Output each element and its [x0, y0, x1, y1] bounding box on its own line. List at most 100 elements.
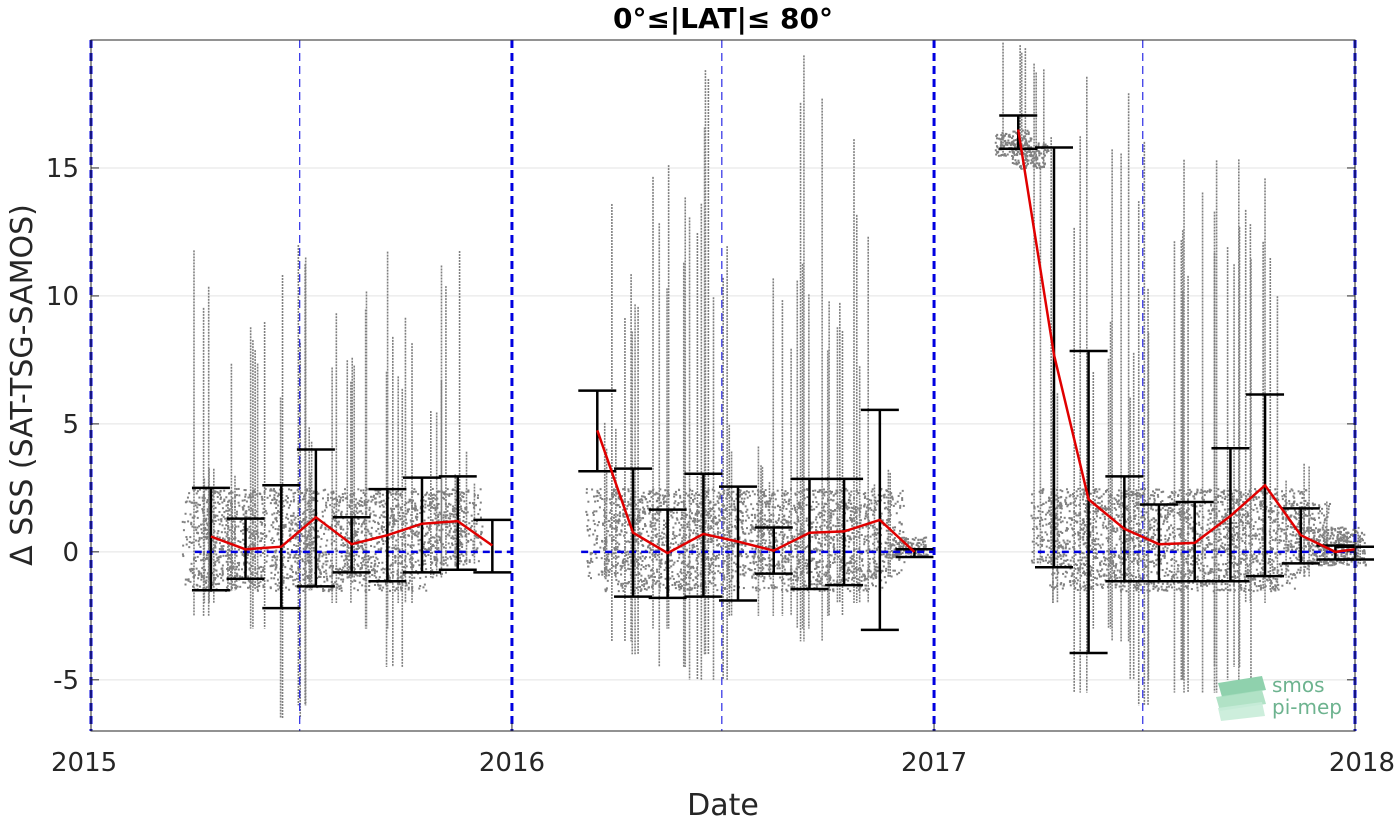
data-point [333, 497, 336, 500]
data-point [200, 576, 203, 579]
data-point [891, 556, 894, 559]
data-point [282, 524, 285, 527]
data-point [375, 576, 378, 579]
data-point [830, 492, 833, 495]
data-point [763, 514, 766, 517]
data-point [287, 506, 290, 509]
data-point [412, 544, 415, 547]
data-point [714, 558, 717, 561]
data-point [752, 507, 755, 510]
data-point [289, 567, 292, 570]
data-point [469, 526, 472, 529]
data-point [896, 500, 899, 503]
data-point [339, 567, 342, 570]
data-point [225, 560, 228, 563]
data-point [468, 559, 471, 562]
data-point [764, 494, 767, 497]
data-point [673, 495, 676, 498]
data-point [783, 533, 786, 536]
data-point [225, 535, 228, 538]
data-point [817, 513, 820, 516]
data-point [650, 522, 653, 525]
data-point [452, 554, 455, 557]
data-point [870, 502, 873, 505]
data-point [218, 548, 221, 551]
data-point [723, 504, 726, 507]
data-point [431, 545, 434, 548]
data-point [395, 505, 398, 508]
data-point [822, 509, 825, 512]
data-point [782, 535, 785, 538]
data-point [679, 585, 682, 588]
data-point [188, 541, 191, 544]
data-point [789, 577, 792, 580]
data-point [782, 578, 785, 581]
data-point [818, 489, 821, 492]
data-point [264, 509, 267, 512]
data-point [348, 504, 351, 507]
data-point [1011, 149, 1014, 152]
data-point [336, 583, 339, 586]
data-point [458, 501, 461, 504]
data-point [851, 577, 854, 580]
data-point [204, 587, 207, 590]
data-point [678, 588, 681, 591]
data-point [641, 584, 644, 587]
data-point [734, 525, 737, 528]
data-point [778, 567, 781, 570]
data-point [757, 535, 760, 538]
data-point [763, 577, 766, 580]
data-point [735, 493, 738, 496]
data-point [708, 580, 711, 583]
data-point [477, 494, 480, 497]
data-point [653, 553, 656, 556]
data-point [414, 507, 417, 510]
data-point [648, 543, 651, 546]
data-point [257, 582, 260, 585]
data-point [601, 540, 604, 543]
data-point [865, 539, 868, 542]
data-point [217, 501, 220, 504]
data-point [318, 553, 321, 556]
data-point [423, 541, 426, 544]
data-point [709, 500, 712, 503]
data-point [321, 555, 324, 558]
data-point [659, 562, 662, 565]
data-point [693, 494, 696, 497]
data-point [369, 512, 372, 515]
data-point [467, 540, 470, 543]
data-point [248, 536, 251, 539]
data-point [431, 576, 434, 579]
data-point [214, 546, 217, 549]
data-point [435, 533, 438, 536]
data-point [242, 507, 245, 510]
data-point [332, 490, 335, 493]
data-point [307, 530, 310, 533]
data-point [302, 567, 305, 570]
data-point [448, 502, 451, 505]
data-point [185, 543, 188, 546]
data-point [689, 577, 692, 580]
data-point [284, 523, 287, 526]
data-point [601, 573, 604, 576]
data-point [766, 525, 769, 528]
data-point [846, 489, 849, 492]
data-point [356, 507, 359, 510]
data-point [819, 580, 822, 583]
data-point [881, 560, 884, 563]
data-point [910, 546, 913, 549]
data-point [756, 574, 759, 577]
data-point [745, 553, 748, 556]
data-point [331, 569, 334, 572]
data-point [926, 554, 929, 557]
data-point [767, 505, 770, 508]
data-point [678, 489, 681, 492]
data-point [289, 533, 292, 536]
data-point [253, 544, 256, 547]
data-point [237, 540, 240, 543]
data-point [312, 583, 315, 586]
data-point [678, 553, 681, 556]
data-point [231, 561, 234, 564]
data-point [606, 557, 609, 560]
data-point [713, 533, 716, 536]
